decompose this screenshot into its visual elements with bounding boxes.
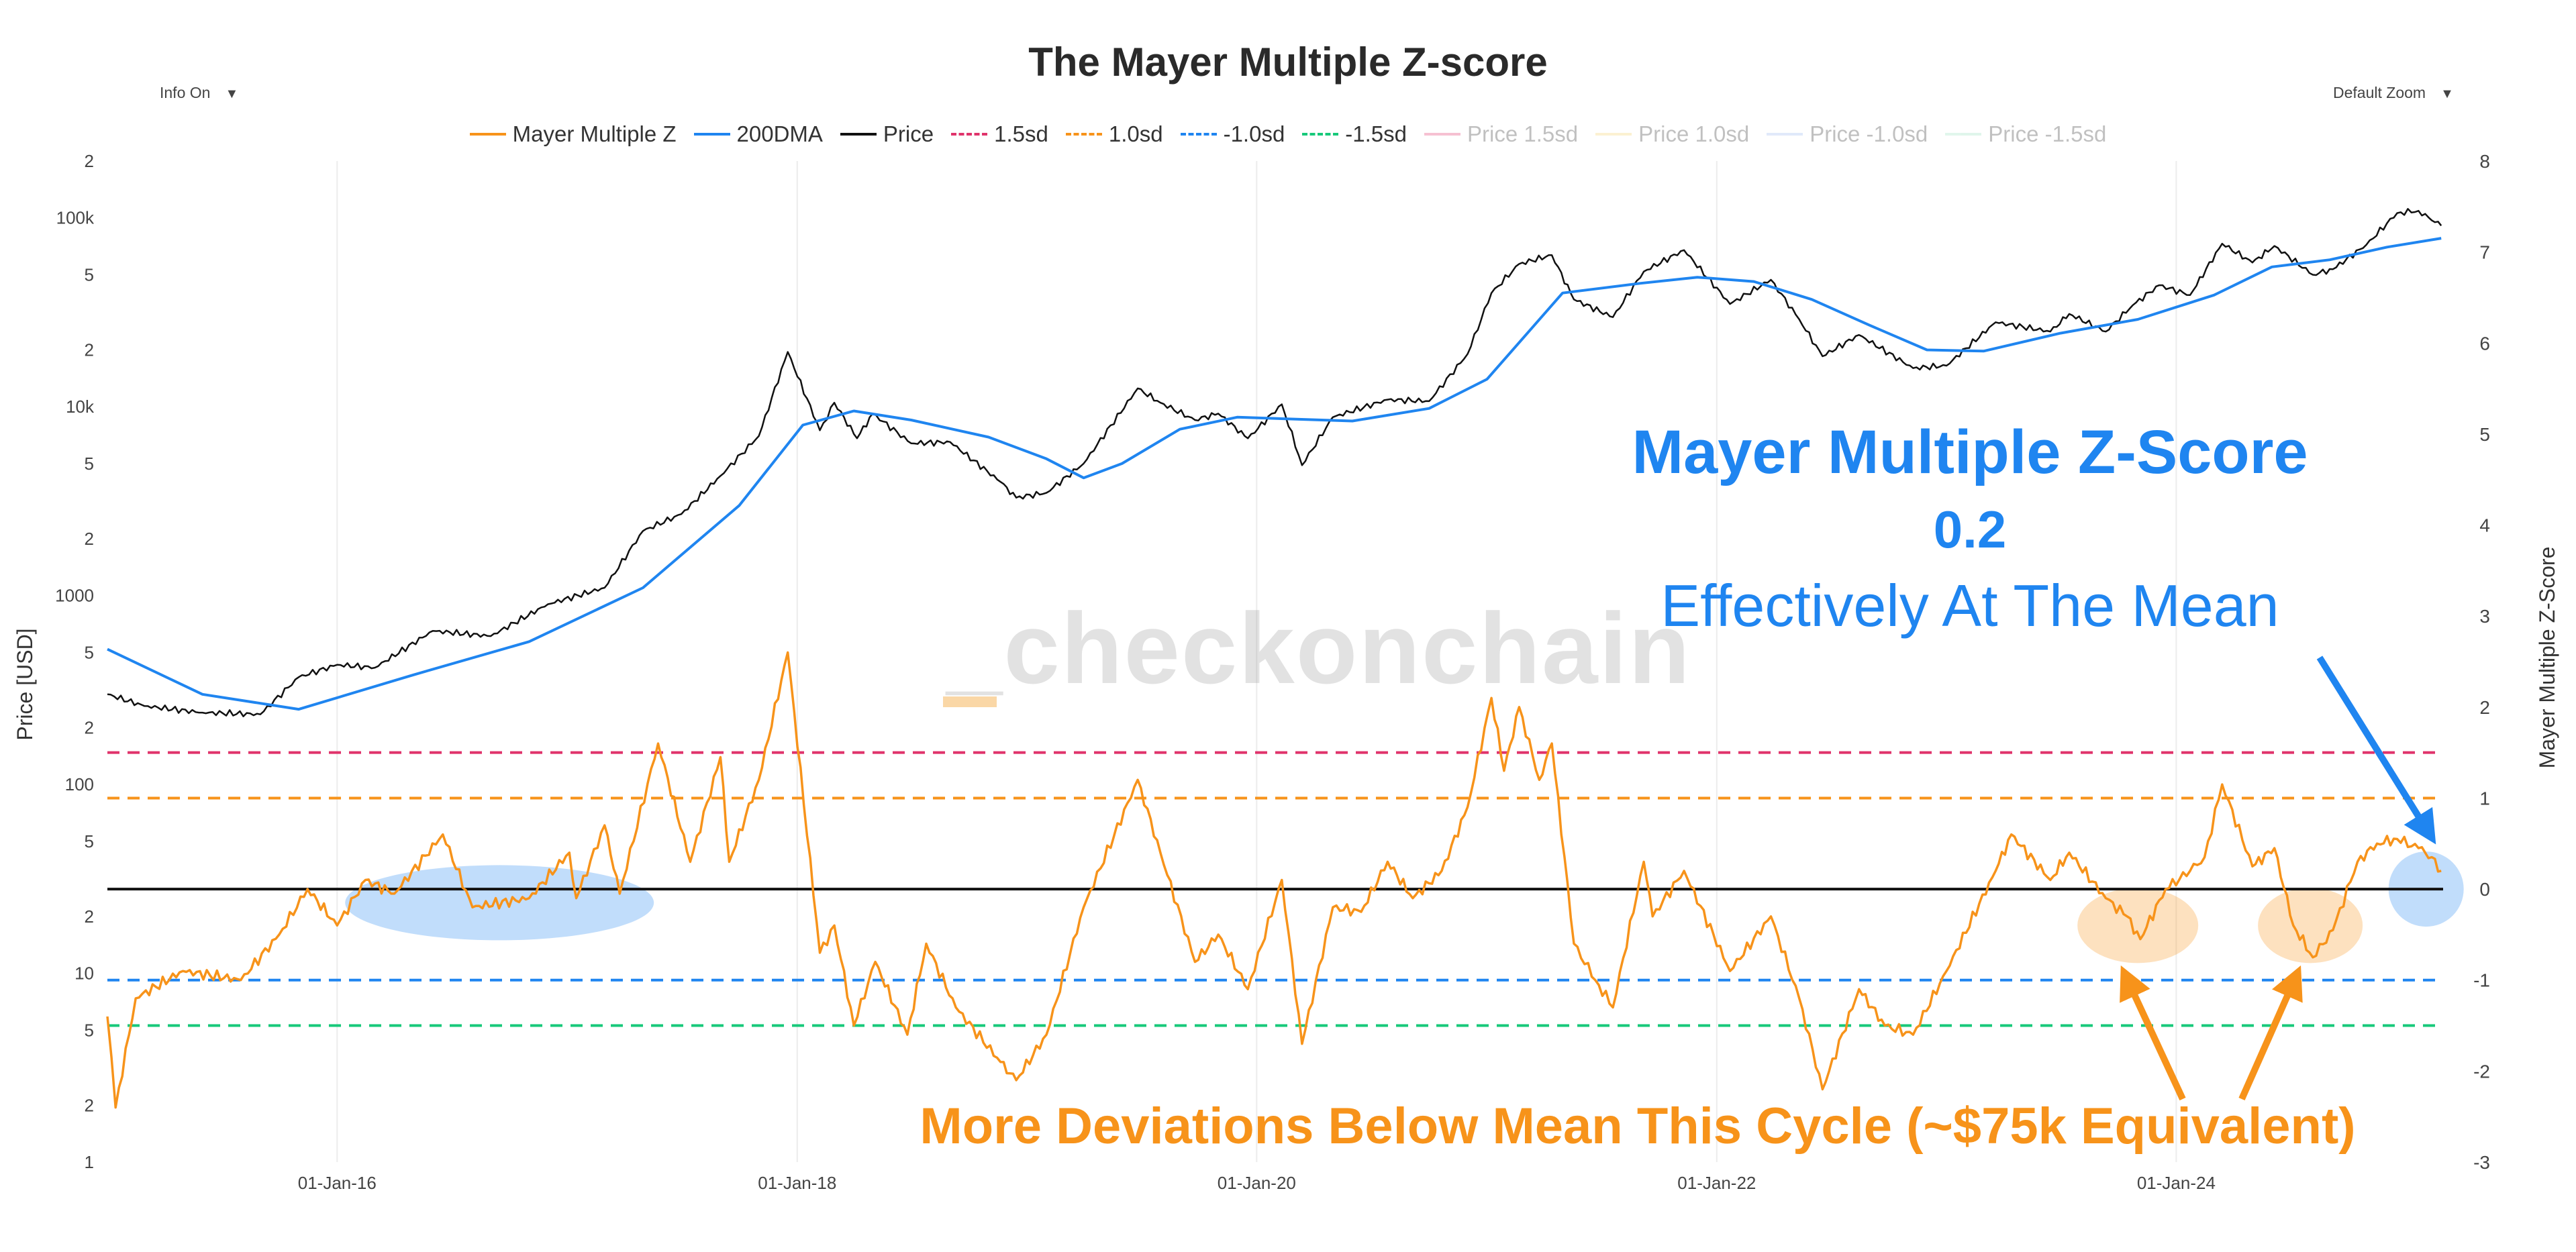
legend-swatch — [1065, 133, 1102, 136]
legend-label: Price -1.5sd — [1988, 121, 2107, 146]
series-line-price — [107, 208, 2442, 717]
legend-item-4[interactable]: 1.0sd — [1065, 121, 1163, 147]
legend-label: -1.5sd — [1345, 121, 1407, 146]
legend-swatch — [951, 133, 988, 136]
legend-item-3[interactable]: 1.5sd — [951, 121, 1048, 147]
right-tick-label: 1 — [2479, 788, 2490, 808]
x-tick-label: 01-Jan-22 — [1677, 1173, 1756, 1193]
left-tick-label: 2 — [85, 340, 94, 360]
left-tick-label: 2 — [85, 151, 94, 171]
annotation-blue-subtitle: Effectively At The Mean — [1661, 572, 2279, 639]
watermark: _checkonchain — [946, 592, 1691, 705]
highlight-region — [2258, 888, 2363, 963]
x-tick-label: 01-Jan-20 — [1218, 1173, 1296, 1193]
legend-item-10[interactable]: Price -1.5sd — [1945, 121, 2106, 147]
legend-item-2[interactable]: Price — [840, 121, 934, 147]
series-line-mayer-multiple-z — [106, 651, 2442, 1109]
right-tick-label: 0 — [2479, 879, 2490, 900]
legend-label: 200DMA — [736, 121, 823, 146]
right-axis-title: Mayer Multiple Z-Score — [2535, 547, 2559, 769]
legend-swatch — [1424, 133, 1461, 136]
legend-label: 1.0sd — [1108, 121, 1163, 146]
left-tick-label: 2 — [85, 1095, 94, 1115]
left-axis-title: Price [USD] — [13, 628, 37, 740]
legend-item-9[interactable]: Price -1.0sd — [1767, 121, 1928, 147]
right-tick-label: 8 — [2479, 151, 2490, 172]
legend-label: Price 1.0sd — [1638, 121, 1750, 146]
info-dropdown-label: Info On — [160, 84, 211, 101]
right-tick-label: 4 — [2479, 515, 2490, 536]
legend-swatch — [1945, 133, 1982, 136]
highlight-region — [345, 865, 654, 941]
legend-swatch — [1595, 133, 1632, 136]
left-tick-label: 1000 — [55, 586, 94, 606]
right-tick-label: -1 — [2473, 970, 2490, 991]
series-line-200dma — [107, 237, 2442, 711]
left-tick-label: 2 — [85, 717, 94, 737]
zoom-dropdown-label: Default Zoom — [2333, 84, 2426, 101]
left-tick-label: 5 — [85, 264, 94, 284]
left-tick-label: 5 — [85, 831, 94, 851]
left-tick-label: 2 — [85, 529, 94, 549]
left-tick-label: 2 — [85, 906, 94, 927]
legend-item-1[interactable]: 200DMA — [693, 121, 823, 147]
legend-swatch — [469, 133, 506, 136]
chart-legend: Mayer Multiple Z 200DMA Price 1.5sd 1.0sd -1.… — [0, 119, 2576, 149]
left-tick-label: 100 — [65, 774, 94, 794]
annotation-blue-title: Mayer Multiple Z-Score — [1632, 418, 2308, 486]
legend-label: 1.5sd — [994, 121, 1048, 146]
right-tick-label: -3 — [2473, 1152, 2490, 1173]
legend-swatch — [1180, 133, 1217, 136]
legend-label: Price 1.5sd — [1467, 121, 1579, 146]
legend-item-7[interactable]: Price 1.5sd — [1424, 121, 1578, 147]
left-tick-label: 5 — [85, 642, 94, 662]
left-tick-label: 1 — [85, 1152, 94, 1172]
highlight-region — [2077, 888, 2199, 963]
left-tick-label: 5 — [85, 454, 94, 474]
x-tick-label: 01-Jan-24 — [2137, 1173, 2216, 1193]
chevron-down-icon: ▼ — [225, 87, 239, 101]
legend-item-5[interactable]: -1.0sd — [1180, 121, 1285, 147]
legend-label: Mayer Multiple Z — [512, 121, 677, 146]
legend-swatch — [840, 133, 877, 136]
left-tick-label: 10k — [66, 397, 95, 417]
legend-swatch — [693, 133, 730, 136]
right-tick-label: 6 — [2479, 333, 2490, 354]
chart-title: The Mayer Multiple Z-score — [1028, 40, 1548, 85]
right-tick-label: 5 — [2479, 424, 2490, 445]
x-tick-label: 01-Jan-16 — [298, 1173, 377, 1193]
legend-label: Price -1.0sd — [1810, 121, 1928, 146]
watermark-accent — [943, 696, 997, 707]
right-tick-label: 7 — [2479, 242, 2490, 263]
right-tick-label: 3 — [2479, 606, 2490, 627]
legend-item-0[interactable]: Mayer Multiple Z — [469, 121, 677, 147]
chevron-down-icon: ▼ — [2440, 87, 2454, 101]
right-tick-label: -2 — [2473, 1061, 2490, 1082]
info-dropdown[interactable]: Info On ▼ — [160, 84, 238, 102]
legend-label: -1.0sd — [1223, 121, 1285, 146]
x-tick-label: 01-Jan-18 — [758, 1173, 836, 1193]
annotation-blue-value: 0.2 — [1933, 500, 2007, 559]
legend-swatch — [1767, 133, 1803, 136]
blue-arrow — [2316, 656, 2436, 845]
zoom-dropdown[interactable]: Default Zoom ▼ — [2333, 84, 2454, 102]
legend-swatch — [1302, 133, 1339, 136]
orange-arrow-left — [2120, 965, 2186, 1101]
left-tick-label: 5 — [85, 1020, 94, 1040]
legend-label: Price — [883, 121, 934, 146]
legend-item-6[interactable]: -1.5sd — [1302, 121, 1407, 147]
annotation-orange-note: More Deviations Below Mean This Cycle (~… — [920, 1098, 2356, 1155]
left-tick-label: 100k — [56, 208, 95, 228]
right-tick-label: 2 — [2479, 697, 2490, 718]
legend-item-8[interactable]: Price 1.0sd — [1595, 121, 1749, 147]
left-tick-label: 10 — [75, 963, 94, 984]
orange-arrow-right — [2238, 965, 2303, 1101]
